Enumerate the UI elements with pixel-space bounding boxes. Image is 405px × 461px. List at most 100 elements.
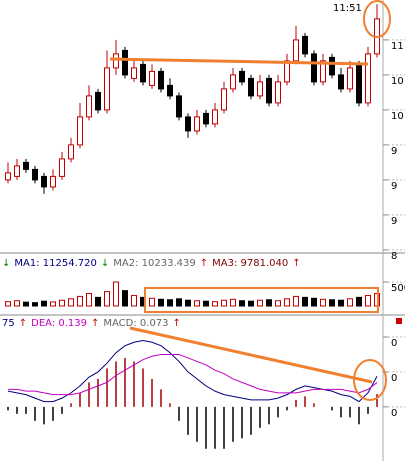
candle-body xyxy=(248,77,254,97)
volume-bar xyxy=(32,302,38,307)
volume-bar xyxy=(320,298,326,307)
volume-bar xyxy=(50,301,56,307)
volume-bar xyxy=(59,299,65,307)
volume-bar xyxy=(41,300,47,307)
header-text: ↑ xyxy=(19,318,27,329)
candle-body xyxy=(113,53,119,69)
header-text: ↑ xyxy=(292,258,300,269)
volume-bar xyxy=(212,301,218,307)
candle-body xyxy=(239,70,245,83)
volume-bar xyxy=(356,296,362,307)
header-text: ↓ xyxy=(2,258,10,269)
icon xyxy=(396,318,402,324)
candle-body xyxy=(167,84,173,97)
volume-bar xyxy=(14,300,20,307)
candle-body xyxy=(266,77,272,104)
candle-body xyxy=(131,67,137,79)
volume-bar xyxy=(230,298,236,307)
candle-body xyxy=(23,161,29,170)
header-text: 75 xyxy=(2,318,15,329)
candle-body xyxy=(104,67,110,111)
candle-body xyxy=(365,53,371,104)
y-tick-label: 0 xyxy=(391,373,397,384)
volume-bar xyxy=(149,297,155,307)
candle-body xyxy=(5,172,11,181)
volume-bar xyxy=(221,299,227,307)
volume-bar xyxy=(131,294,137,307)
volume-bar xyxy=(293,295,299,307)
y-tick-label: 500 xyxy=(391,283,405,294)
volume-bar xyxy=(23,301,29,307)
header-text: ↑ xyxy=(173,318,181,329)
y-tick-label: 10 xyxy=(391,76,404,87)
volume-bar xyxy=(365,294,371,307)
candle-body xyxy=(59,158,65,177)
highlight-circle xyxy=(353,359,387,401)
candle-body xyxy=(149,70,155,86)
trend-line xyxy=(109,57,369,66)
candle-body xyxy=(329,56,335,76)
volume-bar xyxy=(167,299,173,307)
trend-line xyxy=(129,326,373,384)
y-tick-label: 9 xyxy=(391,181,397,192)
header-text: MACD: 0.073 xyxy=(103,318,168,329)
candle-body xyxy=(194,116,200,132)
volume-bar xyxy=(266,299,272,307)
candle-body xyxy=(275,81,281,104)
candle-body xyxy=(77,116,83,146)
volume-bar xyxy=(176,298,182,307)
marks: 11 10 10 9 9 9 8 11:51 ↓ MA1: 11254.720 ↓ MA2: 1023… xyxy=(2,3,405,449)
header-text: MA3: 9781.040 xyxy=(212,258,288,269)
candle-body xyxy=(311,53,317,83)
candle-body xyxy=(257,81,263,97)
candle-body xyxy=(158,70,164,90)
candle-body xyxy=(302,35,308,55)
candle-body xyxy=(14,165,20,177)
candle-body xyxy=(41,175,47,188)
volume-bar xyxy=(338,299,344,307)
volume-bar xyxy=(329,299,335,307)
y-tick-label: 0 xyxy=(391,338,397,349)
candle-body xyxy=(140,63,146,83)
volume-bar xyxy=(86,293,92,307)
candle-body xyxy=(284,60,290,83)
volume-bar xyxy=(248,300,254,307)
volume-bar xyxy=(68,298,74,307)
candle-body xyxy=(32,168,38,181)
header-text: ↑ xyxy=(91,318,99,329)
candle-body xyxy=(320,60,326,83)
candle-body xyxy=(185,116,191,132)
highlight-circle xyxy=(363,0,391,38)
header-text: MA1: 11254.720 xyxy=(14,258,96,269)
volume-bar xyxy=(5,301,11,307)
header-text: ↑ xyxy=(200,258,208,269)
volume-bar xyxy=(347,298,353,307)
candle-body xyxy=(212,109,218,125)
volume-bar xyxy=(95,296,101,307)
y-tick-label: 0 xyxy=(391,408,397,419)
candle-body xyxy=(176,95,182,118)
volume-bar xyxy=(275,300,281,307)
volume-bar xyxy=(104,291,110,307)
macd-line xyxy=(7,339,378,403)
header-text: DEA: 0.139 xyxy=(31,318,87,329)
volume-bar xyxy=(257,299,263,307)
candle-body xyxy=(203,112,209,125)
header-text: ↓ xyxy=(101,258,109,269)
y-tick-label: 9 xyxy=(391,146,397,157)
volume-bar xyxy=(185,299,191,307)
volume-bar xyxy=(203,300,209,307)
y-tick-label: 11 xyxy=(391,41,404,52)
candle-body xyxy=(50,175,56,188)
candle-body xyxy=(347,67,353,90)
volume-bar xyxy=(311,297,317,307)
candle-body xyxy=(86,95,92,118)
annotations xyxy=(109,0,391,401)
volume-bar xyxy=(302,296,308,307)
candle-body xyxy=(95,91,101,111)
y-tick-label: 8 xyxy=(391,251,397,262)
high-label: 11:51 xyxy=(333,3,362,14)
volume-bar xyxy=(113,281,119,307)
